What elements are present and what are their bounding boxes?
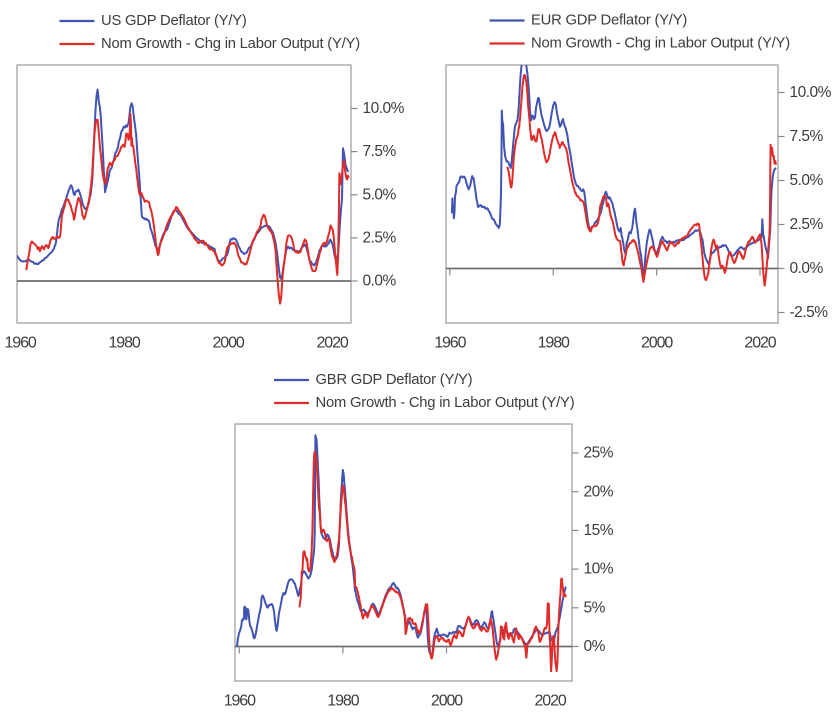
- svg-text:10%: 10%: [584, 561, 614, 578]
- svg-text:5.0%: 5.0%: [790, 172, 824, 189]
- svg-text:2020: 2020: [316, 334, 348, 351]
- svg-text:US GDP Deflator (Y/Y): US GDP Deflator (Y/Y): [101, 13, 247, 29]
- svg-text:5%: 5%: [584, 599, 606, 616]
- svg-text:1980: 1980: [538, 334, 570, 351]
- svg-text:5.0%: 5.0%: [363, 186, 397, 203]
- svg-text:2000: 2000: [641, 334, 673, 351]
- svg-text:20%: 20%: [584, 483, 614, 500]
- svg-text:0.0%: 0.0%: [363, 273, 397, 290]
- svg-text:GBR GDP Deflator (Y/Y): GBR GDP Deflator (Y/Y): [316, 372, 473, 388]
- svg-text:15%: 15%: [584, 522, 614, 539]
- svg-text:2.5%: 2.5%: [790, 216, 824, 233]
- svg-text:7.5%: 7.5%: [790, 128, 824, 145]
- svg-text:1960: 1960: [434, 334, 466, 351]
- svg-text:-2.5%: -2.5%: [790, 304, 829, 321]
- svg-text:2020: 2020: [744, 334, 776, 351]
- svg-text:Nom Growth - Chg in Labor Outp: Nom Growth - Chg in Labor Output (Y/Y): [101, 36, 360, 52]
- svg-text:7.5%: 7.5%: [363, 143, 397, 160]
- svg-text:10.0%: 10.0%: [363, 100, 405, 117]
- svg-text:2.5%: 2.5%: [363, 230, 397, 247]
- svg-text:2000: 2000: [431, 692, 463, 709]
- svg-text:2020: 2020: [534, 692, 566, 709]
- svg-text:Nom Growth - Chg in Labor Outp: Nom Growth - Chg in Labor Output (Y/Y): [316, 395, 575, 411]
- svg-text:1980: 1980: [108, 334, 140, 351]
- svg-text:1980: 1980: [327, 692, 359, 709]
- svg-text:25%: 25%: [584, 445, 614, 462]
- svg-text:0%: 0%: [584, 638, 606, 655]
- svg-text:2000: 2000: [212, 334, 244, 351]
- svg-text:Nom Growth - Chg in Labor Outp: Nom Growth - Chg in Labor Output (Y/Y): [531, 35, 790, 51]
- svg-text:10.0%: 10.0%: [790, 84, 832, 101]
- svg-text:1960: 1960: [4, 334, 36, 351]
- svg-text:1960: 1960: [224, 692, 256, 709]
- svg-text:EUR GDP Deflator (Y/Y): EUR GDP Deflator (Y/Y): [531, 12, 687, 28]
- svg-text:0.0%: 0.0%: [790, 260, 824, 277]
